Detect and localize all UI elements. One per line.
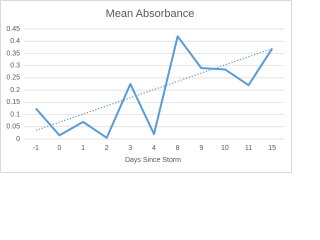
x-tick-label: 10 — [221, 145, 229, 152]
chart: Mean Absorbance Days Since Storm 0 0.05 0.… — [0, 0, 292, 173]
y-tick-label: 0.1 — [10, 111, 20, 118]
x-tick-label: 0 — [58, 145, 62, 152]
y-tick-label: 0 — [16, 136, 20, 143]
y-tick-label: 0.05 — [6, 124, 20, 131]
x-tick-label: 3 — [128, 145, 132, 152]
x-axis-title: Days Since Storm — [125, 157, 181, 164]
x-tick-label: 11 — [245, 145, 252, 152]
data-line — [35, 35, 274, 139]
y-tick-label: 0.2 — [10, 87, 20, 94]
y-tick-label: 0.25 — [6, 75, 20, 82]
y-tick-label: 0.35 — [6, 50, 20, 57]
x-tick-label: -1 — [33, 145, 39, 152]
y-tick-label: 0.45 — [6, 26, 20, 33]
x-tick-label: 8 — [176, 145, 180, 152]
x-tick-label: 4 — [152, 145, 156, 152]
chart-title: Mean Absorbance — [106, 8, 195, 20]
y-tick-label: 0.3 — [10, 63, 20, 70]
x-tick-label: 15 — [268, 145, 276, 152]
x-tick-label: 2 — [105, 145, 109, 152]
x-tick-label: 9 — [199, 145, 203, 152]
x-tick-label: 1 — [81, 145, 85, 152]
y-tick-label: 0.15 — [6, 99, 20, 106]
y-tick-label: 0.4 — [10, 38, 20, 45]
